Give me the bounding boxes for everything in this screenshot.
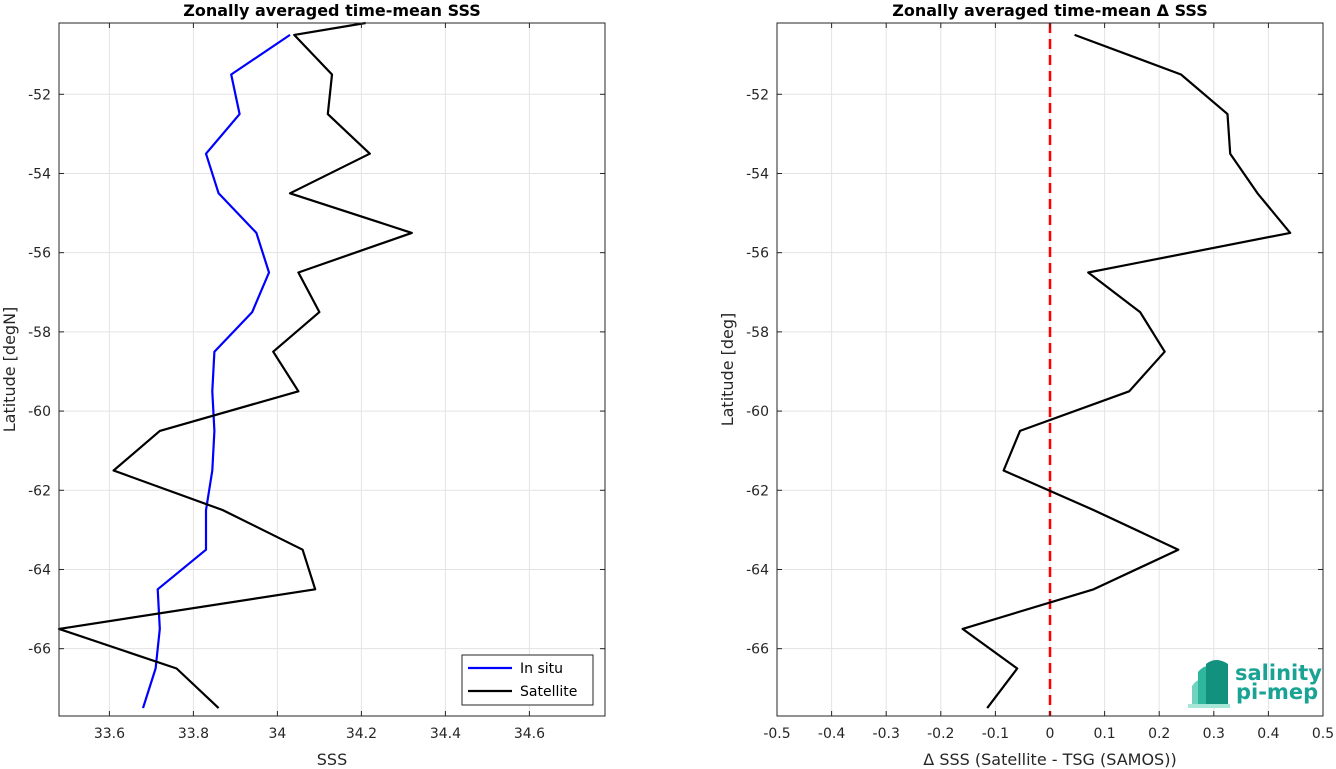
series-line-0 <box>961 33 1292 709</box>
y-tick-label: -58 <box>746 325 769 341</box>
x-tick-label: 0.3 <box>1203 726 1225 742</box>
x-tick-label: -0.4 <box>818 726 845 742</box>
x-tick-label: 0 <box>1046 726 1055 742</box>
x-tick-label: -0.5 <box>763 726 790 742</box>
x-tick-label: 0.4 <box>1257 726 1279 742</box>
x-tick-label: 33.6 <box>94 726 125 742</box>
y-axis-label: Latitude [degN] <box>0 307 19 433</box>
x-tick-label: -0.1 <box>982 726 1009 742</box>
salinity-pi-mep-logo: salinity pi-mep <box>1188 660 1322 708</box>
y-tick-label: -60 <box>28 404 51 420</box>
x-tick-label: 0.1 <box>1093 726 1115 742</box>
x-tick-label: 33.8 <box>178 726 209 742</box>
axes-box <box>58 22 606 717</box>
y-tick-label: -66 <box>28 642 51 658</box>
plot-area <box>59 23 605 716</box>
y-tick-label: -54 <box>28 166 51 182</box>
right-plot-delta-sss: -0.5 -0.4 -0.3 -0.2 -0.1 0 0.1 0.2 0.3 0.4 0.5 -52 -… <box>718 1 1334 769</box>
y-tick-label: -52 <box>746 87 769 103</box>
y-tick-label: -56 <box>28 246 51 262</box>
logo-line1: salinity <box>1235 661 1322 685</box>
x-tick-label: 0.5 <box>1312 726 1334 742</box>
left-plot-sss: 33.6 33.8 34 34.2 34.4 34.6 -52 -54 -56 -58 -60 -62… <box>0 1 606 769</box>
y-tick-label: -66 <box>746 642 769 658</box>
legend: In situ Satellite <box>461 654 594 706</box>
x-axis-label: SSS <box>317 750 347 769</box>
y-tick-label: -64 <box>746 562 769 578</box>
y-axis-label: Latitude [deg] <box>718 313 737 427</box>
series-line-in-situ <box>141 33 291 709</box>
chart-title: Zonally averaged time-mean Δ SSS <box>892 1 1208 20</box>
y-tick-label: -64 <box>28 562 51 578</box>
x-tick-label: -0.3 <box>873 726 900 742</box>
y-tick-label: -54 <box>746 166 769 182</box>
x-tick-label: 34.2 <box>346 726 377 742</box>
x-tick-label: -0.2 <box>927 726 954 742</box>
x-tick-label: 34.4 <box>430 726 461 742</box>
logo-line2: pi-mep <box>1236 680 1318 704</box>
y-tick-label: -62 <box>746 483 769 499</box>
legend-label: Satellite <box>520 684 577 700</box>
y-tick-label: -62 <box>28 483 51 499</box>
chart-title: Zonally averaged time-mean SSS <box>183 1 481 20</box>
x-tick-label: 34 <box>268 726 286 742</box>
y-tick-label: -56 <box>746 246 769 262</box>
x-tick-label: 0.2 <box>1148 726 1170 742</box>
y-tick-label: -60 <box>746 404 769 420</box>
x-tick-label: 34.6 <box>514 726 545 742</box>
legend-label: In situ <box>520 661 563 677</box>
logo-emblem-icon <box>1188 660 1230 708</box>
x-axis-label: Δ SSS (Satellite - TSG (SAMOS)) <box>923 750 1176 769</box>
legend-box <box>461 654 594 706</box>
y-tick-label: -58 <box>28 325 51 341</box>
y-tick-label: -52 <box>28 87 51 103</box>
